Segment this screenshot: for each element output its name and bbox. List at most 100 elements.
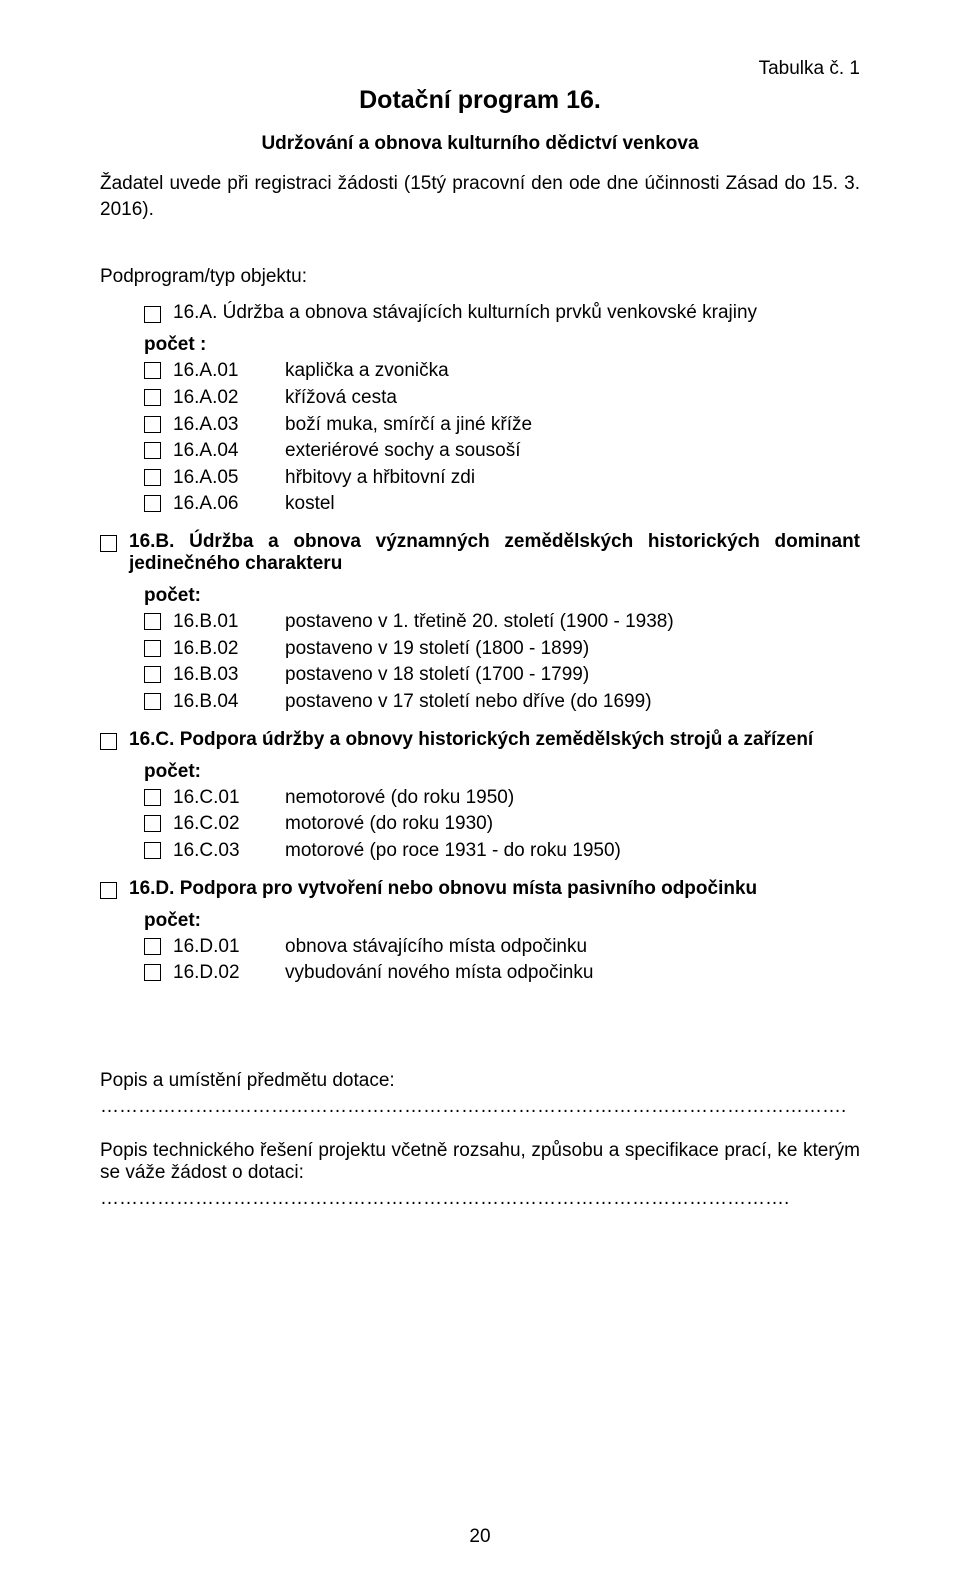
section-b-heading: 16.B. Údržba a obnova významných zeměděl…	[100, 531, 860, 575]
section-a-code: 16.A.	[173, 302, 217, 323]
item-code: 16.A.01	[173, 358, 285, 384]
item-code: 16.A.02	[173, 385, 285, 411]
item-label: exteriérové sochy a sousoší	[285, 438, 860, 464]
list-item: 16.B.02 postaveno v 19 století (1800 - 1…	[144, 636, 860, 662]
section-b-text: Údržba a obnova významných zemědělských …	[129, 531, 860, 574]
list-item: 16.B.01 postaveno v 1. třetině 20. stole…	[144, 609, 860, 635]
checkbox-item[interactable]	[144, 362, 161, 379]
item-code: 16.D.01	[173, 934, 285, 960]
intro-text: Žadatel uvede při registraci žádosti (15…	[100, 171, 860, 222]
checkbox-section-c[interactable]	[100, 733, 117, 750]
section-c-heading: 16.C. Podpora údržby a obnovy historický…	[100, 729, 860, 751]
item-label: křížová cesta	[285, 385, 860, 411]
checkbox-section-d[interactable]	[100, 882, 117, 899]
section-c-code: 16.C.	[129, 729, 174, 750]
section-d-items: 16.D.01 obnova stávajícího místa odpočin…	[100, 934, 860, 986]
section-b-items: 16.B.01 postaveno v 1. třetině 20. stole…	[100, 609, 860, 715]
list-item: 16.D.01 obnova stávajícího místa odpočin…	[144, 934, 860, 960]
list-item: 16.B.03 postaveno v 18 století (1700 - 1…	[144, 662, 860, 688]
list-item: 16.A.03 boží muka, smírčí a jiné kříže	[144, 412, 860, 438]
spacer	[100, 992, 860, 1070]
section-b-code: 16.B.	[129, 531, 174, 552]
section-a-title: 16.A. Údržba a obnova stávajících kultur…	[173, 302, 860, 324]
checkbox-item[interactable]	[144, 964, 161, 981]
section-a-items: 16.A.01 kaplička a zvonička 16.A.02 kříž…	[100, 358, 860, 517]
list-item: 16.C.02 motorové (do roku 1930)	[144, 811, 860, 837]
item-label: postaveno v 18 století (1700 - 1799)	[285, 662, 860, 688]
section-d-code: 16.D.	[129, 878, 174, 899]
page-subtitle: Udržování a obnova kulturního dědictví v…	[100, 133, 860, 155]
section-d-count-label: počet:	[144, 910, 860, 932]
item-code: 16.B.02	[173, 636, 285, 662]
page-title: Dotační program 16.	[100, 86, 860, 115]
section-d-title: 16.D. Podpora pro vytvoření nebo obnovu …	[129, 878, 860, 900]
section-d-heading: 16.D. Podpora pro vytvoření nebo obnovu …	[100, 878, 860, 900]
dotted-line[interactable]: ……………………………………………………………………………………………………….	[100, 1096, 860, 1118]
checkbox-item[interactable]	[144, 389, 161, 406]
checkbox-section-b[interactable]	[100, 535, 117, 552]
item-code: 16.A.06	[173, 491, 285, 517]
list-item: 16.A.01 kaplička a zvonička	[144, 358, 860, 384]
program-type-label: Podprogram/typ objektu:	[100, 266, 860, 288]
section-c-count-label: počet:	[144, 761, 860, 783]
checkbox-item[interactable]	[144, 469, 161, 486]
item-label: boží muka, smírčí a jiné kříže	[285, 412, 860, 438]
item-label: kostel	[285, 491, 860, 517]
item-code: 16.A.04	[173, 438, 285, 464]
item-label: motorové (po roce 1931 - do roku 1950)	[285, 838, 860, 864]
checkbox-item[interactable]	[144, 938, 161, 955]
section-c-items: 16.C.01 nemotorové (do roku 1950) 16.C.0…	[100, 785, 860, 864]
item-code: 16.C.03	[173, 838, 285, 864]
list-item: 16.A.06 kostel	[144, 491, 860, 517]
dotted-line[interactable]: ……………………………………………………………………………………………….	[100, 1188, 860, 1210]
list-item: 16.D.02 vybudování nového místa odpočink…	[144, 960, 860, 986]
checkbox-item[interactable]	[144, 815, 161, 832]
section-d-text: Podpora pro vytvoření nebo obnovu místa …	[180, 878, 757, 899]
checkbox-item[interactable]	[144, 666, 161, 683]
list-item: 16.B.04 postaveno v 17 století nebo dřív…	[144, 689, 860, 715]
table-label: Tabulka č. 1	[100, 58, 860, 80]
list-item: 16.C.01 nemotorové (do roku 1950)	[144, 785, 860, 811]
checkbox-item[interactable]	[144, 640, 161, 657]
desc-label: Popis a umístění předmětu dotace:	[100, 1070, 860, 1092]
item-code: 16.B.01	[173, 609, 285, 635]
section-b-count-label: počet:	[144, 585, 860, 607]
checkbox-item[interactable]	[144, 693, 161, 710]
list-item: 16.A.04 exteriérové sochy a sousoší	[144, 438, 860, 464]
checkbox-item[interactable]	[144, 495, 161, 512]
page-number: 20	[0, 1526, 960, 1548]
checkbox-item[interactable]	[144, 416, 161, 433]
item-label: vybudování nového místa odpočinku	[285, 960, 860, 986]
item-label: postaveno v 1. třetině 20. století (1900…	[285, 609, 860, 635]
list-item: 16.A.02 křížová cesta	[144, 385, 860, 411]
checkbox-item[interactable]	[144, 442, 161, 459]
item-label: hřbitovy a hřbitovní zdi	[285, 465, 860, 491]
list-item: 16.C.03 motorové (po roce 1931 - do roku…	[144, 838, 860, 864]
tech-label: Popis technického řešení projektu včetně…	[100, 1140, 860, 1184]
section-a-text: Údržba a obnova stávajících kulturních p…	[223, 302, 757, 323]
item-label: postaveno v 19 století (1800 - 1899)	[285, 636, 860, 662]
section-a-heading: 16.A. Údržba a obnova stávajících kultur…	[144, 302, 860, 324]
item-code: 16.B.03	[173, 662, 285, 688]
item-code: 16.B.04	[173, 689, 285, 715]
item-label: kaplička a zvonička	[285, 358, 860, 384]
checkbox-item[interactable]	[144, 789, 161, 806]
section-a-count-label: počet :	[144, 334, 860, 356]
section-c-title: 16.C. Podpora údržby a obnovy historický…	[129, 729, 860, 751]
checkbox-section-a[interactable]	[144, 306, 161, 323]
checkbox-item[interactable]	[144, 842, 161, 859]
item-code: 16.C.01	[173, 785, 285, 811]
document-page: Tabulka č. 1 Dotační program 16. Udržová…	[0, 0, 960, 1576]
item-code: 16.A.05	[173, 465, 285, 491]
item-label: obnova stávajícího místa odpočinku	[285, 934, 860, 960]
item-label: nemotorové (do roku 1950)	[285, 785, 860, 811]
item-code: 16.A.03	[173, 412, 285, 438]
section-b-title: 16.B. Údržba a obnova významných zeměděl…	[129, 531, 860, 575]
list-item: 16.A.05 hřbitovy a hřbitovní zdi	[144, 465, 860, 491]
item-label: motorové (do roku 1930)	[285, 811, 860, 837]
item-label: postaveno v 17 století nebo dříve (do 16…	[285, 689, 860, 715]
item-code: 16.C.02	[173, 811, 285, 837]
checkbox-item[interactable]	[144, 613, 161, 630]
section-c-text: Podpora údržby a obnovy historických zem…	[180, 729, 814, 750]
item-code: 16.D.02	[173, 960, 285, 986]
